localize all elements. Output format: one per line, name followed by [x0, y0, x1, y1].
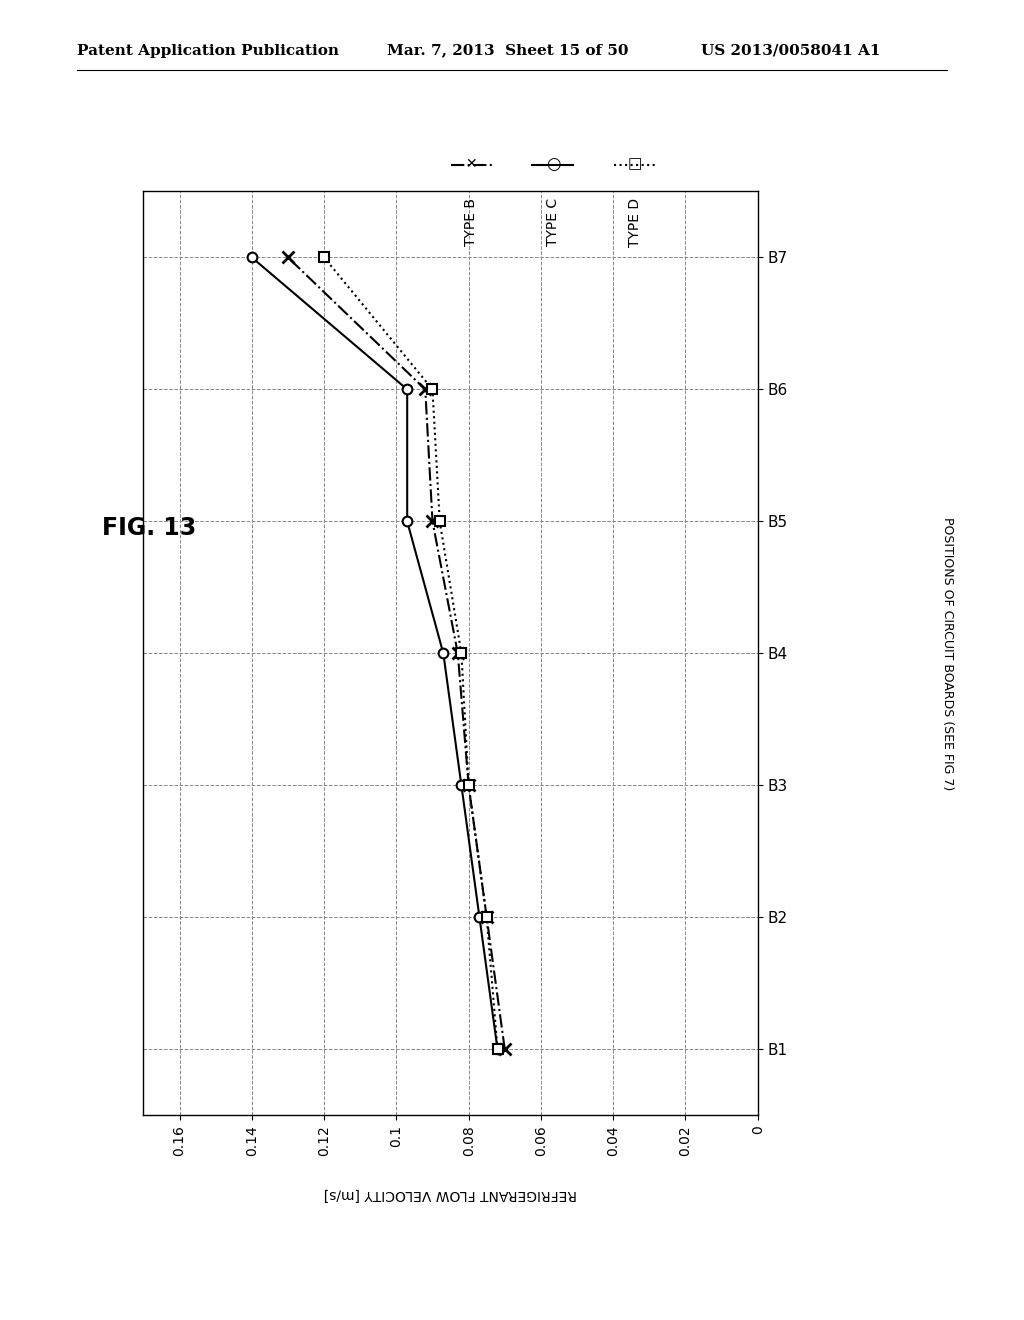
Text: TYPE D: TYPE D [628, 198, 642, 247]
Text: FIG. 13: FIG. 13 [102, 516, 197, 540]
Text: US 2013/0058041 A1: US 2013/0058041 A1 [701, 44, 881, 58]
Text: Patent Application Publication: Patent Application Publication [77, 44, 339, 58]
Text: Mar. 7, 2013  Sheet 15 of 50: Mar. 7, 2013 Sheet 15 of 50 [387, 44, 629, 58]
Text: REFRIGERANT FLOW VELOCITY [m/s]: REFRIGERANT FLOW VELOCITY [m/s] [324, 1188, 578, 1201]
Text: ○: ○ [546, 154, 560, 173]
Text: TYPE C: TYPE C [546, 198, 560, 246]
Text: POSITIONS OF CIRCUIT BOARDS (SEE FIG 7): POSITIONS OF CIRCUIT BOARDS (SEE FIG 7) [941, 516, 953, 791]
Text: ✕: ✕ [465, 157, 477, 170]
Text: TYPE B: TYPE B [464, 198, 478, 246]
Text: □: □ [628, 156, 642, 172]
